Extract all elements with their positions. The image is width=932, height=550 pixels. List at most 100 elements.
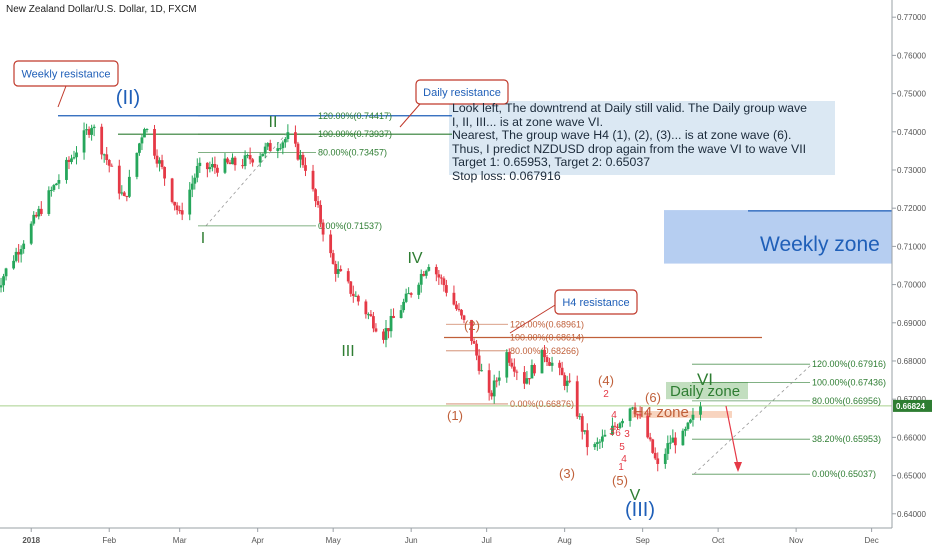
candle-body [301,154,305,166]
wave-label: (6) [645,390,661,405]
candle-body [258,156,262,163]
wave-label: VI [697,370,713,389]
candle-body [14,251,18,261]
candle-body [543,349,546,358]
x-tick-label: Feb [102,536,116,545]
candle-body [125,195,129,197]
candle-body [560,367,564,376]
candle-body [85,129,88,131]
candle-body [193,177,197,184]
x-tick-label: Apr [251,536,264,545]
candle-body [699,406,702,415]
candle-body [140,137,144,144]
candle-body [138,143,141,153]
sub-wave-mark: 3 [624,429,630,440]
candle-body [213,163,217,168]
candle-body [190,183,194,190]
y-axis-panel [892,0,932,550]
wave-label: (2) [464,318,480,333]
candle-body [178,210,182,212]
candle-body [666,443,670,454]
candle-body [550,362,554,366]
candle-body [621,420,624,424]
candle-body [668,442,672,444]
wave-label: III [341,343,354,360]
candle-body [558,362,562,368]
y-tick-label: 0.72000 [897,204,926,213]
candle-body [4,268,8,277]
candle-body [442,278,446,286]
candle-body [294,132,297,144]
candle-body [422,273,426,276]
candle-body [633,407,637,415]
fib-level-label: 120.00%(0.74417) [318,111,392,121]
candle-body [205,162,209,170]
candle-body [92,126,96,129]
fib-level-label: 0.00%(0.66876) [510,399,574,409]
candle-body [231,157,234,165]
chart-title: New Zealand Dollar/U.S. Dollar, 1D, FXCM [6,4,197,15]
sub-wave-mark: 6 [615,428,621,439]
candle-body [593,443,597,448]
candle-body [452,292,456,305]
candle-body [72,157,76,159]
candle-body [439,277,443,279]
candle-body [208,167,212,170]
candle-body [233,157,237,166]
candle-body [402,301,406,311]
candle-body [568,380,572,382]
candle-body [12,260,16,269]
candle-body [691,414,695,420]
trend-dashed-line [693,363,813,475]
candle-body [304,165,307,171]
candle-body [477,355,481,371]
weekly-zone-box [664,210,894,264]
fib-level-label: 38.20%(0.65953) [812,434,881,444]
candle-body [460,309,463,316]
note-line-4: Thus, I predict NZDUSD drop again from t… [452,141,807,156]
h4-resistance-pointer [509,301,561,334]
candle-body [160,160,164,168]
price-tag-text: 0.66824 [896,402,925,411]
sub-wave-mark: 1 [618,462,624,473]
candle-body [578,416,582,418]
fib-level-label: 100.00%(0.73937) [318,129,392,139]
candle-body [311,170,315,190]
trend-dashed-line [205,133,287,227]
candle-body [382,331,385,340]
price-tag-box [893,399,932,412]
candle-body [17,251,21,255]
candle-body [351,293,355,296]
note-line-2: I, II, III... is at zone wave VI. [452,114,604,129]
candle-body [105,154,109,161]
candle-body [127,176,131,197]
y-tick-label: 0.66000 [897,433,926,442]
sub-wave-mark: 4 [621,454,627,465]
weekly-zone-label: Weekly zone [760,233,880,256]
x-tick-label: 2018 [22,536,40,545]
y-tick-label: 0.69000 [897,319,926,328]
daily-resistance-box [415,79,509,105]
candle-body [419,273,423,285]
candle-body [580,416,584,432]
candle-body [82,130,86,153]
wave-label: IV [407,250,422,267]
candle-body [603,434,607,437]
wave-label: (1) [447,408,463,423]
projection-arrowhead [734,462,742,472]
y-tick-label: 0.65000 [897,472,926,481]
candle-body [314,189,317,202]
candle-body [618,423,622,428]
candle-body [29,223,33,244]
candle-body [122,192,126,196]
note-line-5: Target 1: 0.65953, Target 2: 0.65037 [452,155,651,170]
x-tick-label: Nov [789,536,803,545]
candle-body [75,152,78,158]
candle-body [684,428,687,431]
candle-body [663,453,667,464]
weekly-resistance-box [13,60,119,87]
candle-body [170,178,174,202]
candle-body [299,154,302,160]
candle-body [462,315,466,320]
